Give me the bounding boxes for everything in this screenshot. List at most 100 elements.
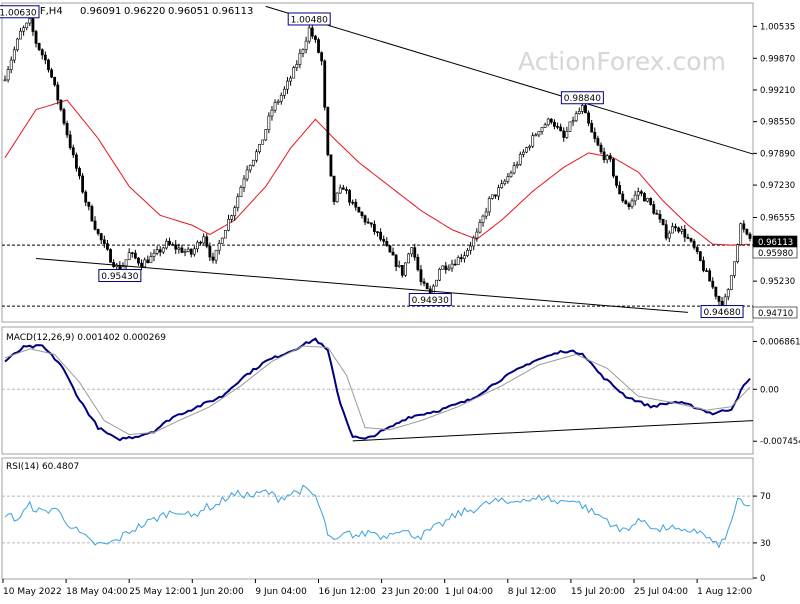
macd-main-line xyxy=(4,337,751,442)
rsi-panel-frame xyxy=(1,457,754,580)
price-candle-body xyxy=(62,109,66,124)
price-candle-body xyxy=(553,121,556,127)
price-candle-body xyxy=(171,244,175,246)
price-candle-body xyxy=(438,268,441,281)
price-candle-body xyxy=(326,106,330,156)
price-candle-body xyxy=(698,251,702,261)
x-axis-tick-label: 25 May 12:00 xyxy=(129,587,191,597)
price-candle-body xyxy=(534,134,538,137)
price-candle-body xyxy=(177,247,181,250)
price-candle-body xyxy=(317,39,320,53)
price-candle-body xyxy=(338,187,342,194)
price-right-value-label: 0.94710 xyxy=(752,306,798,319)
price-candle-body xyxy=(261,139,265,145)
price-candle-body xyxy=(549,118,553,123)
price-candle-body xyxy=(450,263,454,269)
price-candle-body xyxy=(574,113,578,122)
price-candle-body xyxy=(168,240,171,245)
price-candle-body xyxy=(748,233,752,239)
price-candle-body xyxy=(205,236,209,247)
price-candle-body xyxy=(705,270,708,272)
price-candle-body xyxy=(503,180,507,185)
price-candle-body xyxy=(220,237,224,244)
price-candle-body xyxy=(441,265,445,270)
price-candle-body xyxy=(708,270,712,282)
price-candle-body xyxy=(19,30,22,40)
price-candle-body xyxy=(416,256,420,270)
price-candle-body xyxy=(394,254,398,267)
price-candle-body xyxy=(497,187,500,197)
price-candle-body xyxy=(28,18,32,24)
price-candle-body xyxy=(702,260,705,271)
price-candle-body xyxy=(56,84,60,101)
price-level-callout: 0.95430 xyxy=(98,269,142,283)
price-candle-body xyxy=(630,200,634,208)
price-candle-body xyxy=(208,245,212,258)
price-candle-body xyxy=(335,192,339,203)
price-candle-body xyxy=(189,248,193,255)
price-moving-average-line xyxy=(4,99,751,246)
price-candle-body xyxy=(714,286,718,297)
price-candle-body xyxy=(739,223,743,245)
price-candle-body xyxy=(385,241,389,247)
price-candle-body xyxy=(500,183,504,189)
price-candle-body xyxy=(152,252,156,257)
price-candle-body xyxy=(180,247,184,253)
macd-signal-line xyxy=(4,345,751,436)
price-candle-body xyxy=(584,105,587,114)
price-candle-body xyxy=(590,122,594,133)
rsi-line xyxy=(4,484,751,549)
price-candle-body xyxy=(286,80,289,90)
price-level-callout-label: 0.98840 xyxy=(564,94,601,104)
price-candle-body xyxy=(78,168,81,177)
price-candle-body xyxy=(661,218,665,225)
chart-header: USDCHF,H4 0.96091 0.96220 0.96051 0.9611… xyxy=(4,6,253,17)
price-candle-body xyxy=(546,118,550,126)
price-candle-body xyxy=(230,215,234,220)
price-candle-body xyxy=(525,147,528,153)
price-candle-body xyxy=(267,115,271,130)
price-candle-body xyxy=(587,112,590,124)
price-right-value-box xyxy=(752,306,798,319)
price-candle-body xyxy=(571,120,575,123)
price-candle-body xyxy=(745,228,749,235)
price-candle-body xyxy=(643,193,646,202)
x-axis-tick-label: 16 Jun 12:00 xyxy=(319,587,376,597)
price-right-value-text: 0.95980 xyxy=(758,249,793,259)
price-candle-body xyxy=(456,257,460,266)
price-candle-body xyxy=(481,215,485,223)
price-candle-body xyxy=(363,215,367,223)
macd-title: MACD(12,26,9) 0.001402 0.000269 xyxy=(6,333,166,343)
price-candle-body xyxy=(515,164,519,167)
rsi-y-tick-label: 30 xyxy=(760,539,771,549)
price-candle-body xyxy=(528,145,532,148)
price-level-callout: 1.00480 xyxy=(287,12,331,26)
price-candle-body xyxy=(307,27,311,42)
close-value: 0.96113 xyxy=(212,6,253,17)
price-candle-body xyxy=(40,49,44,56)
price-candle-body xyxy=(329,154,333,177)
price-candle-body xyxy=(258,143,261,153)
price-candle-body xyxy=(295,64,299,68)
price-candle-body xyxy=(366,221,370,224)
x-axis-tick-label: 10 May 2022 xyxy=(3,587,62,597)
price-level-callout-box xyxy=(287,12,331,26)
price-candle-body xyxy=(565,131,569,138)
price-right-value-text: 0.94710 xyxy=(758,309,793,319)
x-axis-tick-label: 23 Jun 20:00 xyxy=(382,587,439,597)
price-candle-body xyxy=(9,59,13,70)
price-candle-body xyxy=(608,155,612,160)
price-candle-body xyxy=(199,241,202,244)
x-axis-tick-label: 15 Jul 20:00 xyxy=(571,587,625,597)
price-candle-body xyxy=(605,155,609,161)
price-candle-body xyxy=(3,79,7,82)
price-level-callout-box xyxy=(408,293,452,307)
price-candle-body xyxy=(612,158,615,177)
macd-y-tick-label: -0.007454 xyxy=(760,437,800,447)
price-candle-body xyxy=(388,245,392,253)
price-candle-body xyxy=(345,189,348,191)
price-candle-body xyxy=(596,138,600,146)
price-candle-body xyxy=(689,238,693,242)
open-value: 0.96091 xyxy=(80,6,121,17)
price-candle-body xyxy=(419,269,423,283)
